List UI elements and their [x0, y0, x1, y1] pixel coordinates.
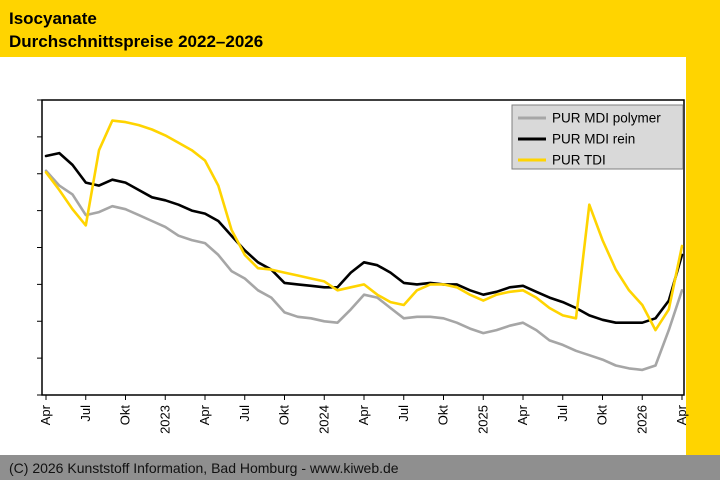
- x-axis-label: Apr: [38, 404, 53, 425]
- footer-bar: (C) 2026 Kunststoff Information, Bad Hom…: [0, 455, 720, 480]
- chart-header: Isocyanate Durchschnittspreise 2022–2026: [0, 0, 720, 57]
- x-axis-label: Okt: [595, 405, 610, 426]
- x-axis-label: Okt: [277, 405, 292, 426]
- x-axis-label: Jul: [237, 405, 252, 422]
- accent-stripe: [686, 0, 720, 455]
- x-axis-label: 2023: [157, 405, 172, 434]
- x-axis-label: Jul: [78, 405, 93, 422]
- price-chart: Apr Jul Okt 2023 Apr Jul Okt 2024 Apr Jul Okt 2025 A…: [37, 99, 689, 434]
- chart-title-line1: Isocyanate: [9, 9, 97, 28]
- legend-label-mdi-polymer: PUR MDI polymer: [552, 111, 661, 126]
- legend-label-tdi: PUR TDI: [552, 153, 606, 168]
- x-axis-label: Apr: [674, 404, 689, 425]
- x-axis-label: 2024: [316, 405, 331, 434]
- series-pur-tdi: [44, 119, 684, 332]
- x-axis-label: Apr: [356, 404, 371, 425]
- x-axis-label: Jul: [555, 405, 570, 422]
- legend-box: [511, 104, 684, 170]
- x-axis-label: 2025: [475, 405, 490, 434]
- chart-title-line2: Durchschnittspreise 2022–2026: [9, 32, 264, 52]
- x-axis-label: Okt: [436, 405, 451, 426]
- x-axis-label: Okt: [118, 405, 133, 426]
- legend-label-mdi-rein: PUR MDI rein: [552, 132, 635, 147]
- x-axis-label: Apr: [197, 404, 212, 425]
- x-axis-label: 2026: [634, 405, 649, 434]
- x-axis-label: Apr: [515, 404, 530, 425]
- legend: PUR MDI polymer PUR MDI rein PUR TDI: [511, 104, 684, 170]
- x-axis-label: Jul: [396, 405, 411, 422]
- copyright-text: (C) 2026 Kunststoff Information, Bad Hom…: [9, 459, 399, 476]
- series-pur-mdi-polymer: [44, 169, 684, 372]
